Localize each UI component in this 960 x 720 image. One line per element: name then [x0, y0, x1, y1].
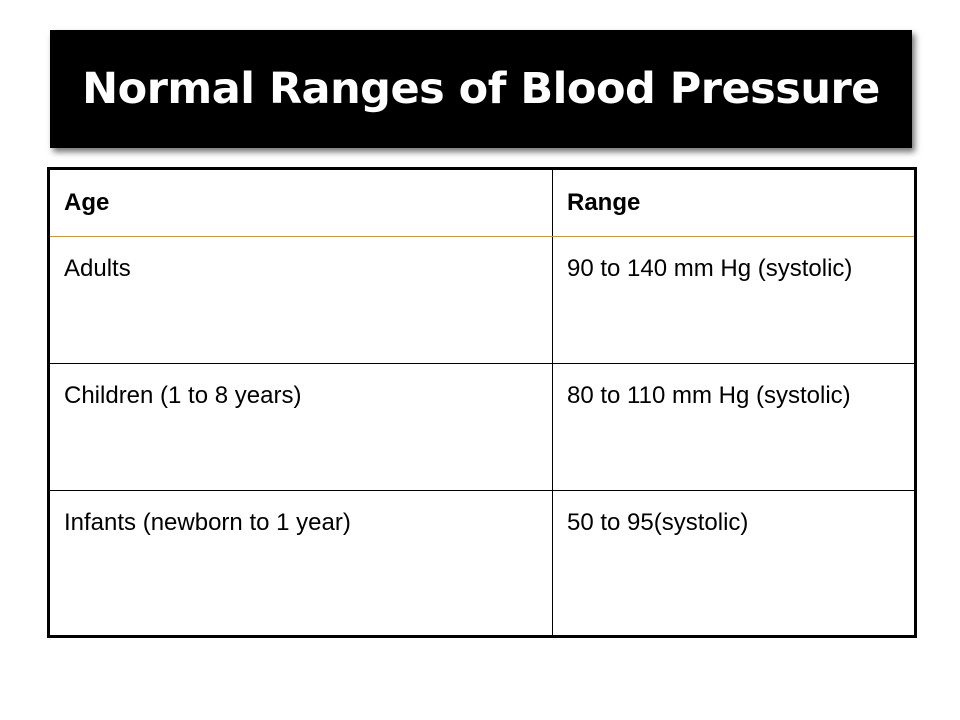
cell-range: 80 to 110 mm Hg (systolic) [552, 363, 916, 491]
cell-range: 50 to 95(systolic) [552, 490, 916, 637]
header-range: Range [552, 168, 916, 237]
table-row: Infants (newborn to 1 year) 50 to 95(sys… [48, 490, 916, 637]
cell-age: Infants (newborn to 1 year) [48, 490, 553, 637]
table-row: Children (1 to 8 years) 80 to 110 mm Hg … [48, 363, 916, 491]
slide-title: Normal Ranges of Blood Pressure [82, 64, 880, 114]
table-header-row: Age Range [48, 168, 916, 237]
cell-range: 90 to 140 mm Hg (systolic) [552, 236, 916, 364]
header-age: Age [48, 168, 553, 237]
cell-age: Children (1 to 8 years) [48, 363, 553, 491]
title-banner: Normal Ranges of Blood Pressure [50, 30, 912, 148]
cell-age: Adults [48, 236, 553, 364]
table-row: Adults 90 to 140 mm Hg (systolic) [48, 236, 916, 364]
blood-pressure-table: Age Range Adults 90 to 140 mm Hg (systol… [47, 167, 917, 638]
